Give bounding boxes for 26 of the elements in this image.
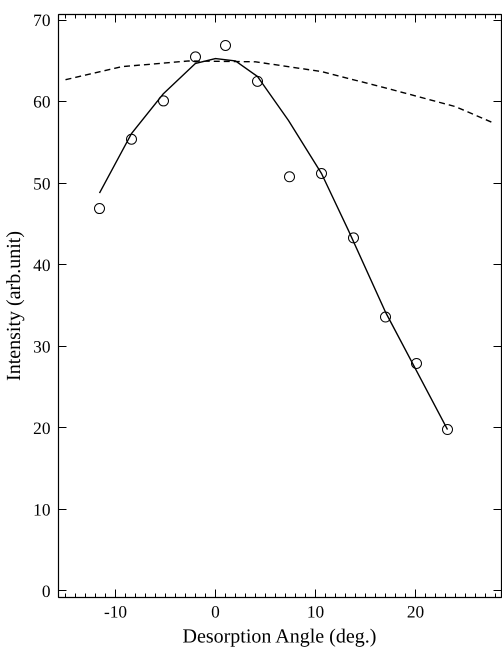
point (348, 232, 359, 244)
y-tick-label: 60 (33, 92, 50, 112)
x-axis-title: Desorption Angle (deg.) (182, 626, 376, 648)
y-tick-label: 30 (33, 337, 50, 356)
point (284, 171, 295, 182)
y-tick-label: 20 (33, 418, 50, 438)
point (158, 95, 169, 106)
point (94, 203, 105, 214)
point (252, 76, 263, 87)
point (316, 168, 327, 179)
point (190, 51, 201, 62)
y-tick-label: 10 (33, 500, 50, 520)
x-tick-label: -10 (104, 602, 128, 622)
y-tick-label: 50 (33, 174, 50, 194)
point (126, 134, 137, 145)
y-axis-title: Intensity (arb.unit) (3, 231, 26, 381)
point (220, 40, 231, 51)
y-tick-label: 40 (33, 256, 50, 275)
y-tick-label: 70 (33, 11, 50, 30)
y-tick-label: 0 (42, 582, 51, 601)
point (442, 424, 453, 436)
x-tick-label: 20 (406, 602, 424, 622)
x-tick-label: 10 (306, 602, 324, 622)
point (380, 312, 391, 322)
point (411, 358, 422, 369)
x-tick-label: 0 (211, 602, 220, 622)
